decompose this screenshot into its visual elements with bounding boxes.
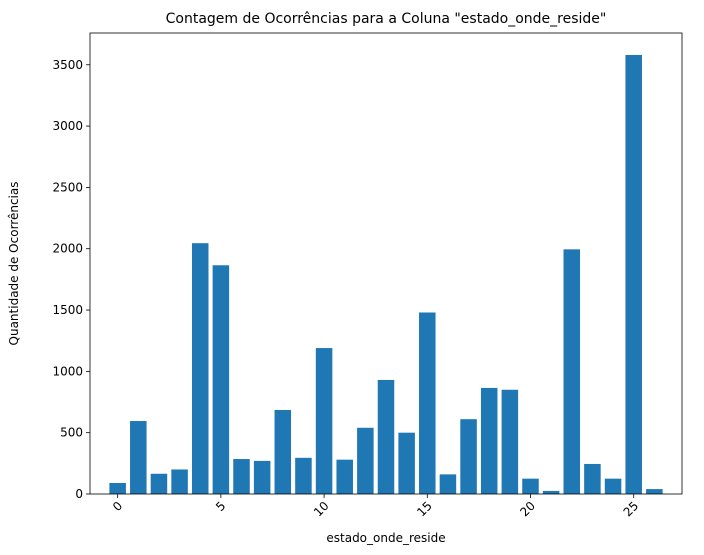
bar-18 (480, 387, 498, 494)
y-axis-ticks: 0 500 1000 1500 2000 2500 3000 3500 (52, 58, 90, 501)
bar-7 (253, 460, 271, 494)
bar-8 (274, 409, 292, 494)
bar-0 (109, 482, 126, 494)
bar-13 (377, 379, 395, 494)
bar-2 (150, 473, 168, 494)
y-tick-label: 1000 (52, 364, 83, 378)
bar-24 (604, 478, 622, 494)
bar-10 (315, 348, 333, 494)
bars-group (109, 54, 663, 494)
y-tick-label: 0 (75, 487, 83, 501)
axes-frame (89, 32, 683, 495)
bar-25 (625, 54, 642, 494)
y-axis-label: Quantidade de Ocorrências (7, 182, 21, 346)
bar-5 (212, 265, 230, 494)
bar-23 (584, 463, 601, 494)
bar-22 (563, 249, 581, 494)
bar-9 (295, 457, 312, 494)
bar-11 (336, 459, 353, 494)
bar-15 (419, 312, 436, 494)
bar-16 (439, 474, 457, 494)
bar-17 (460, 419, 477, 494)
y-tick-label: 2500 (52, 180, 83, 194)
bar-6 (233, 459, 250, 494)
bar-14 (398, 432, 415, 494)
bar-26 (646, 489, 663, 494)
bar-19 (501, 389, 519, 494)
y-tick-label: 1500 (52, 303, 83, 317)
bar-3 (171, 469, 188, 494)
bar-20 (522, 478, 539, 494)
y-tick-label: 2000 (52, 242, 83, 256)
y-tick-label: 500 (60, 426, 83, 440)
y-tick-label: 3500 (52, 58, 83, 72)
bar-21 (542, 490, 560, 494)
bar-4 (191, 243, 209, 494)
bar-1 (130, 421, 147, 494)
bar-12 (357, 427, 374, 494)
y-tick-label: 3000 (52, 119, 83, 133)
x-axis-label: estado_onde_reside (326, 531, 445, 545)
chart-title: Contagem de Ocorrências para a Coluna "e… (166, 11, 607, 27)
